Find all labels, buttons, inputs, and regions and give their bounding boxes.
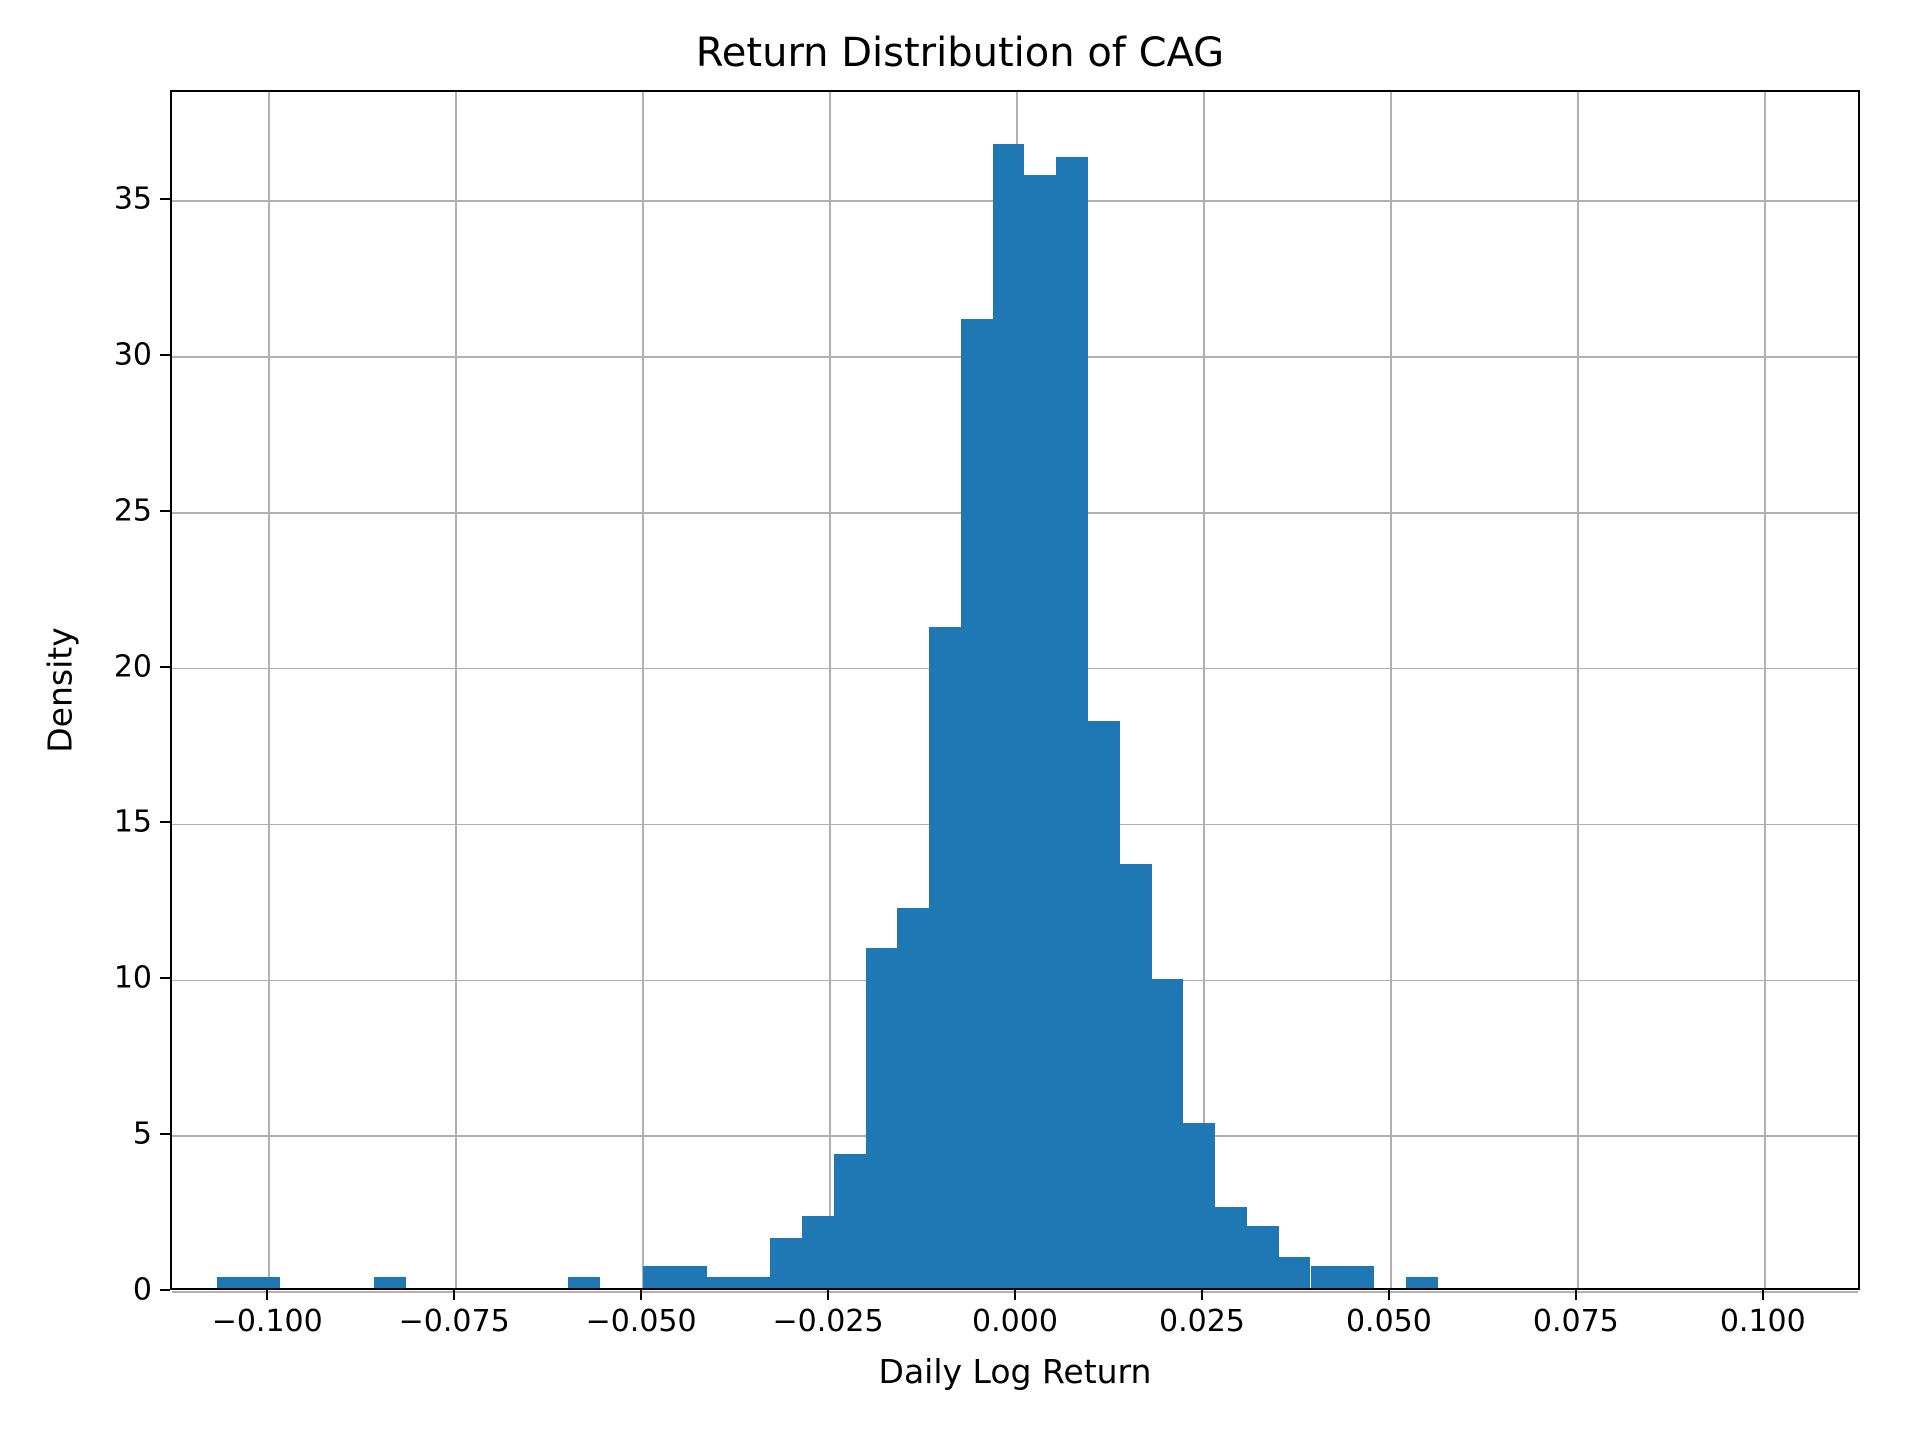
x-tick	[1762, 1290, 1764, 1300]
x-tick	[1014, 1290, 1016, 1300]
x-tick	[453, 1290, 455, 1300]
y-tick	[160, 666, 170, 668]
x-tick-label: −0.025	[773, 1304, 884, 1339]
y-tick	[160, 198, 170, 200]
x-tick	[640, 1290, 642, 1300]
x-tick	[1388, 1290, 1390, 1300]
gridline-vertical	[1577, 92, 1579, 1288]
histogram-bar	[1215, 1207, 1247, 1288]
histogram-bar	[993, 144, 1025, 1288]
x-tick-label: −0.050	[586, 1304, 697, 1339]
gridline-vertical	[455, 92, 457, 1288]
x-tick	[1575, 1290, 1577, 1300]
histogram-bar	[1311, 1266, 1343, 1288]
x-tick	[827, 1290, 829, 1300]
histogram-bar	[1183, 1123, 1215, 1288]
x-tick	[266, 1290, 268, 1300]
histogram-bar	[897, 908, 929, 1288]
histogram-bar	[1024, 175, 1056, 1288]
histogram-bar	[866, 948, 898, 1288]
x-tick-label: −0.075	[399, 1304, 510, 1339]
y-tick	[160, 1133, 170, 1135]
histogram-bar	[961, 319, 993, 1288]
gridline-vertical	[1390, 92, 1392, 1288]
y-tick-label: 35	[114, 182, 152, 217]
histogram-bar	[1088, 721, 1120, 1288]
histogram-bar	[770, 1238, 802, 1288]
histogram-bar	[1152, 979, 1184, 1288]
y-tick	[160, 1289, 170, 1291]
histogram-bar	[834, 1154, 866, 1288]
y-tick-label: 0	[133, 1273, 152, 1308]
histogram-bar	[802, 1216, 834, 1288]
x-axis-label: Daily Log Return	[879, 1352, 1152, 1391]
gridline-vertical	[642, 92, 644, 1288]
x-tick	[1201, 1290, 1203, 1300]
gridline-vertical	[268, 92, 270, 1288]
histogram-bar	[643, 1266, 675, 1288]
histogram-bar	[675, 1266, 707, 1288]
histogram-bar	[1406, 1277, 1438, 1288]
y-tick-label: 30	[114, 337, 152, 372]
x-tick-label: 0.000	[972, 1304, 1058, 1339]
histogram-bar	[1056, 157, 1088, 1288]
y-tick-label: 5	[133, 1117, 152, 1152]
y-tick-label: 25	[114, 493, 152, 528]
histogram-bar	[929, 627, 961, 1288]
y-tick-label: 15	[114, 805, 152, 840]
x-tick-label: 0.025	[1159, 1304, 1245, 1339]
figure: Return Distribution of CAG Daily Log Ret…	[0, 0, 1920, 1440]
x-tick-label: 0.050	[1346, 1304, 1432, 1339]
y-tick-label: 10	[114, 961, 152, 996]
histogram-bar	[568, 1277, 600, 1288]
histogram-bar	[738, 1277, 770, 1288]
y-tick	[160, 354, 170, 356]
y-axis-label: Density	[41, 627, 80, 752]
gridline-vertical	[1764, 92, 1766, 1288]
x-tick-label: 0.075	[1533, 1304, 1619, 1339]
y-tick	[160, 510, 170, 512]
x-tick-label: −0.100	[212, 1304, 323, 1339]
y-tick-label: 20	[114, 649, 152, 684]
histogram-bar	[1279, 1257, 1311, 1288]
histogram-bar	[1342, 1266, 1374, 1288]
gridline-vertical	[829, 92, 831, 1288]
y-tick	[160, 977, 170, 979]
histogram-bar	[374, 1277, 406, 1288]
gridline-vertical	[1203, 92, 1205, 1288]
histogram-bar	[1120, 864, 1152, 1288]
histogram-bar	[1247, 1226, 1279, 1288]
x-tick-label: 0.100	[1720, 1304, 1806, 1339]
histogram-bar	[217, 1277, 249, 1288]
chart-axes	[170, 90, 1860, 1290]
chart-title: Return Distribution of CAG	[0, 30, 1920, 76]
histogram-bar	[249, 1277, 281, 1288]
y-tick	[160, 821, 170, 823]
histogram-bar	[707, 1277, 739, 1288]
